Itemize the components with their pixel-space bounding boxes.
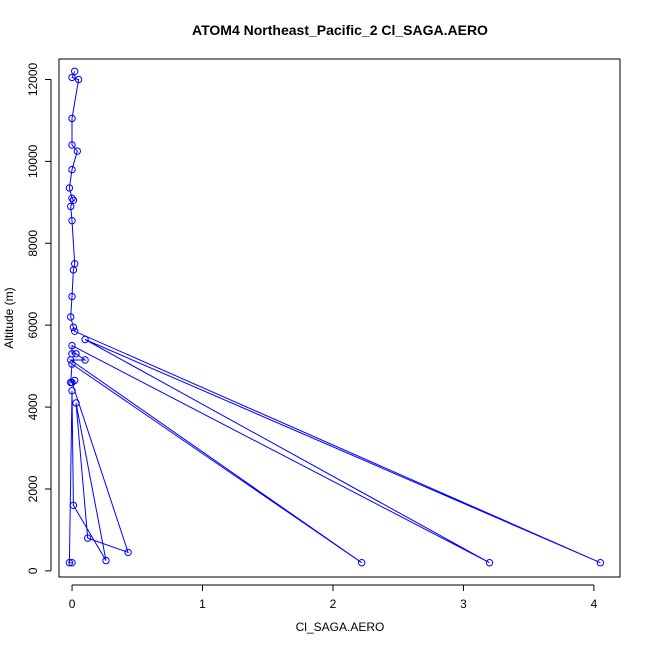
data-point: [68, 292, 76, 301]
data-point: [68, 378, 76, 387]
data-point: [73, 147, 82, 155]
data-point: [69, 266, 78, 274]
data-point: [81, 335, 89, 344]
data-point: [67, 356, 75, 364]
data-point: [67, 313, 75, 321]
data-point: [72, 350, 80, 358]
data-point: [68, 387, 76, 395]
data-point: [68, 194, 76, 202]
data-point: [69, 196, 78, 205]
data-point: [69, 501, 78, 509]
y-tick-label: 2000: [26, 475, 40, 502]
x-axis: 0 1 2 3 4: [69, 584, 598, 611]
plot-frame: [58, 58, 621, 578]
y-tick-label: 6000: [26, 311, 40, 338]
x-tick-label: 1: [199, 597, 206, 611]
x-tick-label: 0: [69, 597, 76, 611]
y-tick-label: 0: [26, 567, 40, 574]
data-point: [65, 184, 74, 192]
data-point: [69, 323, 78, 331]
data-point: [71, 327, 79, 335]
y-tick-label: 10000: [26, 144, 40, 178]
series-layer: [65, 67, 605, 567]
data-point: [68, 360, 76, 368]
data-point: [67, 202, 75, 211]
x-axis-label: Cl_SAGA.AERO: [296, 620, 385, 634]
data-point: [68, 341, 76, 350]
data-point: [68, 559, 76, 567]
data-point: [84, 534, 92, 542]
data-point: [71, 67, 79, 76]
data-point: [68, 114, 76, 123]
data-point: [68, 73, 76, 82]
data-point: [596, 559, 605, 567]
x-tick-label: 4: [591, 597, 598, 611]
data-point: [358, 559, 366, 567]
x-tick-label: 2: [330, 597, 337, 611]
x-tick-label: 3: [460, 597, 467, 611]
data-point: [68, 165, 76, 174]
data-point: [81, 356, 89, 364]
y-tick-label: 8000: [26, 230, 40, 257]
y-tick-label: 4000: [26, 393, 40, 420]
data-point: [72, 399, 80, 407]
data-point: [68, 141, 76, 149]
data-point: [65, 559, 74, 567]
data-point: [124, 548, 132, 557]
series-line: [68, 71, 601, 564]
data-point: [485, 559, 494, 567]
data-point: [68, 217, 76, 225]
data-point: [74, 75, 83, 84]
chart-title: ATOM4 Northeast_Pacific_2 Cl_SAGA.AERO: [192, 22, 488, 38]
y-axis: 0 2000 4000 6000 8000 10000 12000: [26, 62, 52, 574]
data-point: [102, 556, 110, 565]
y-axis-label: Altitude (m): [2, 287, 16, 348]
y-tick-label: 12000: [26, 62, 40, 96]
